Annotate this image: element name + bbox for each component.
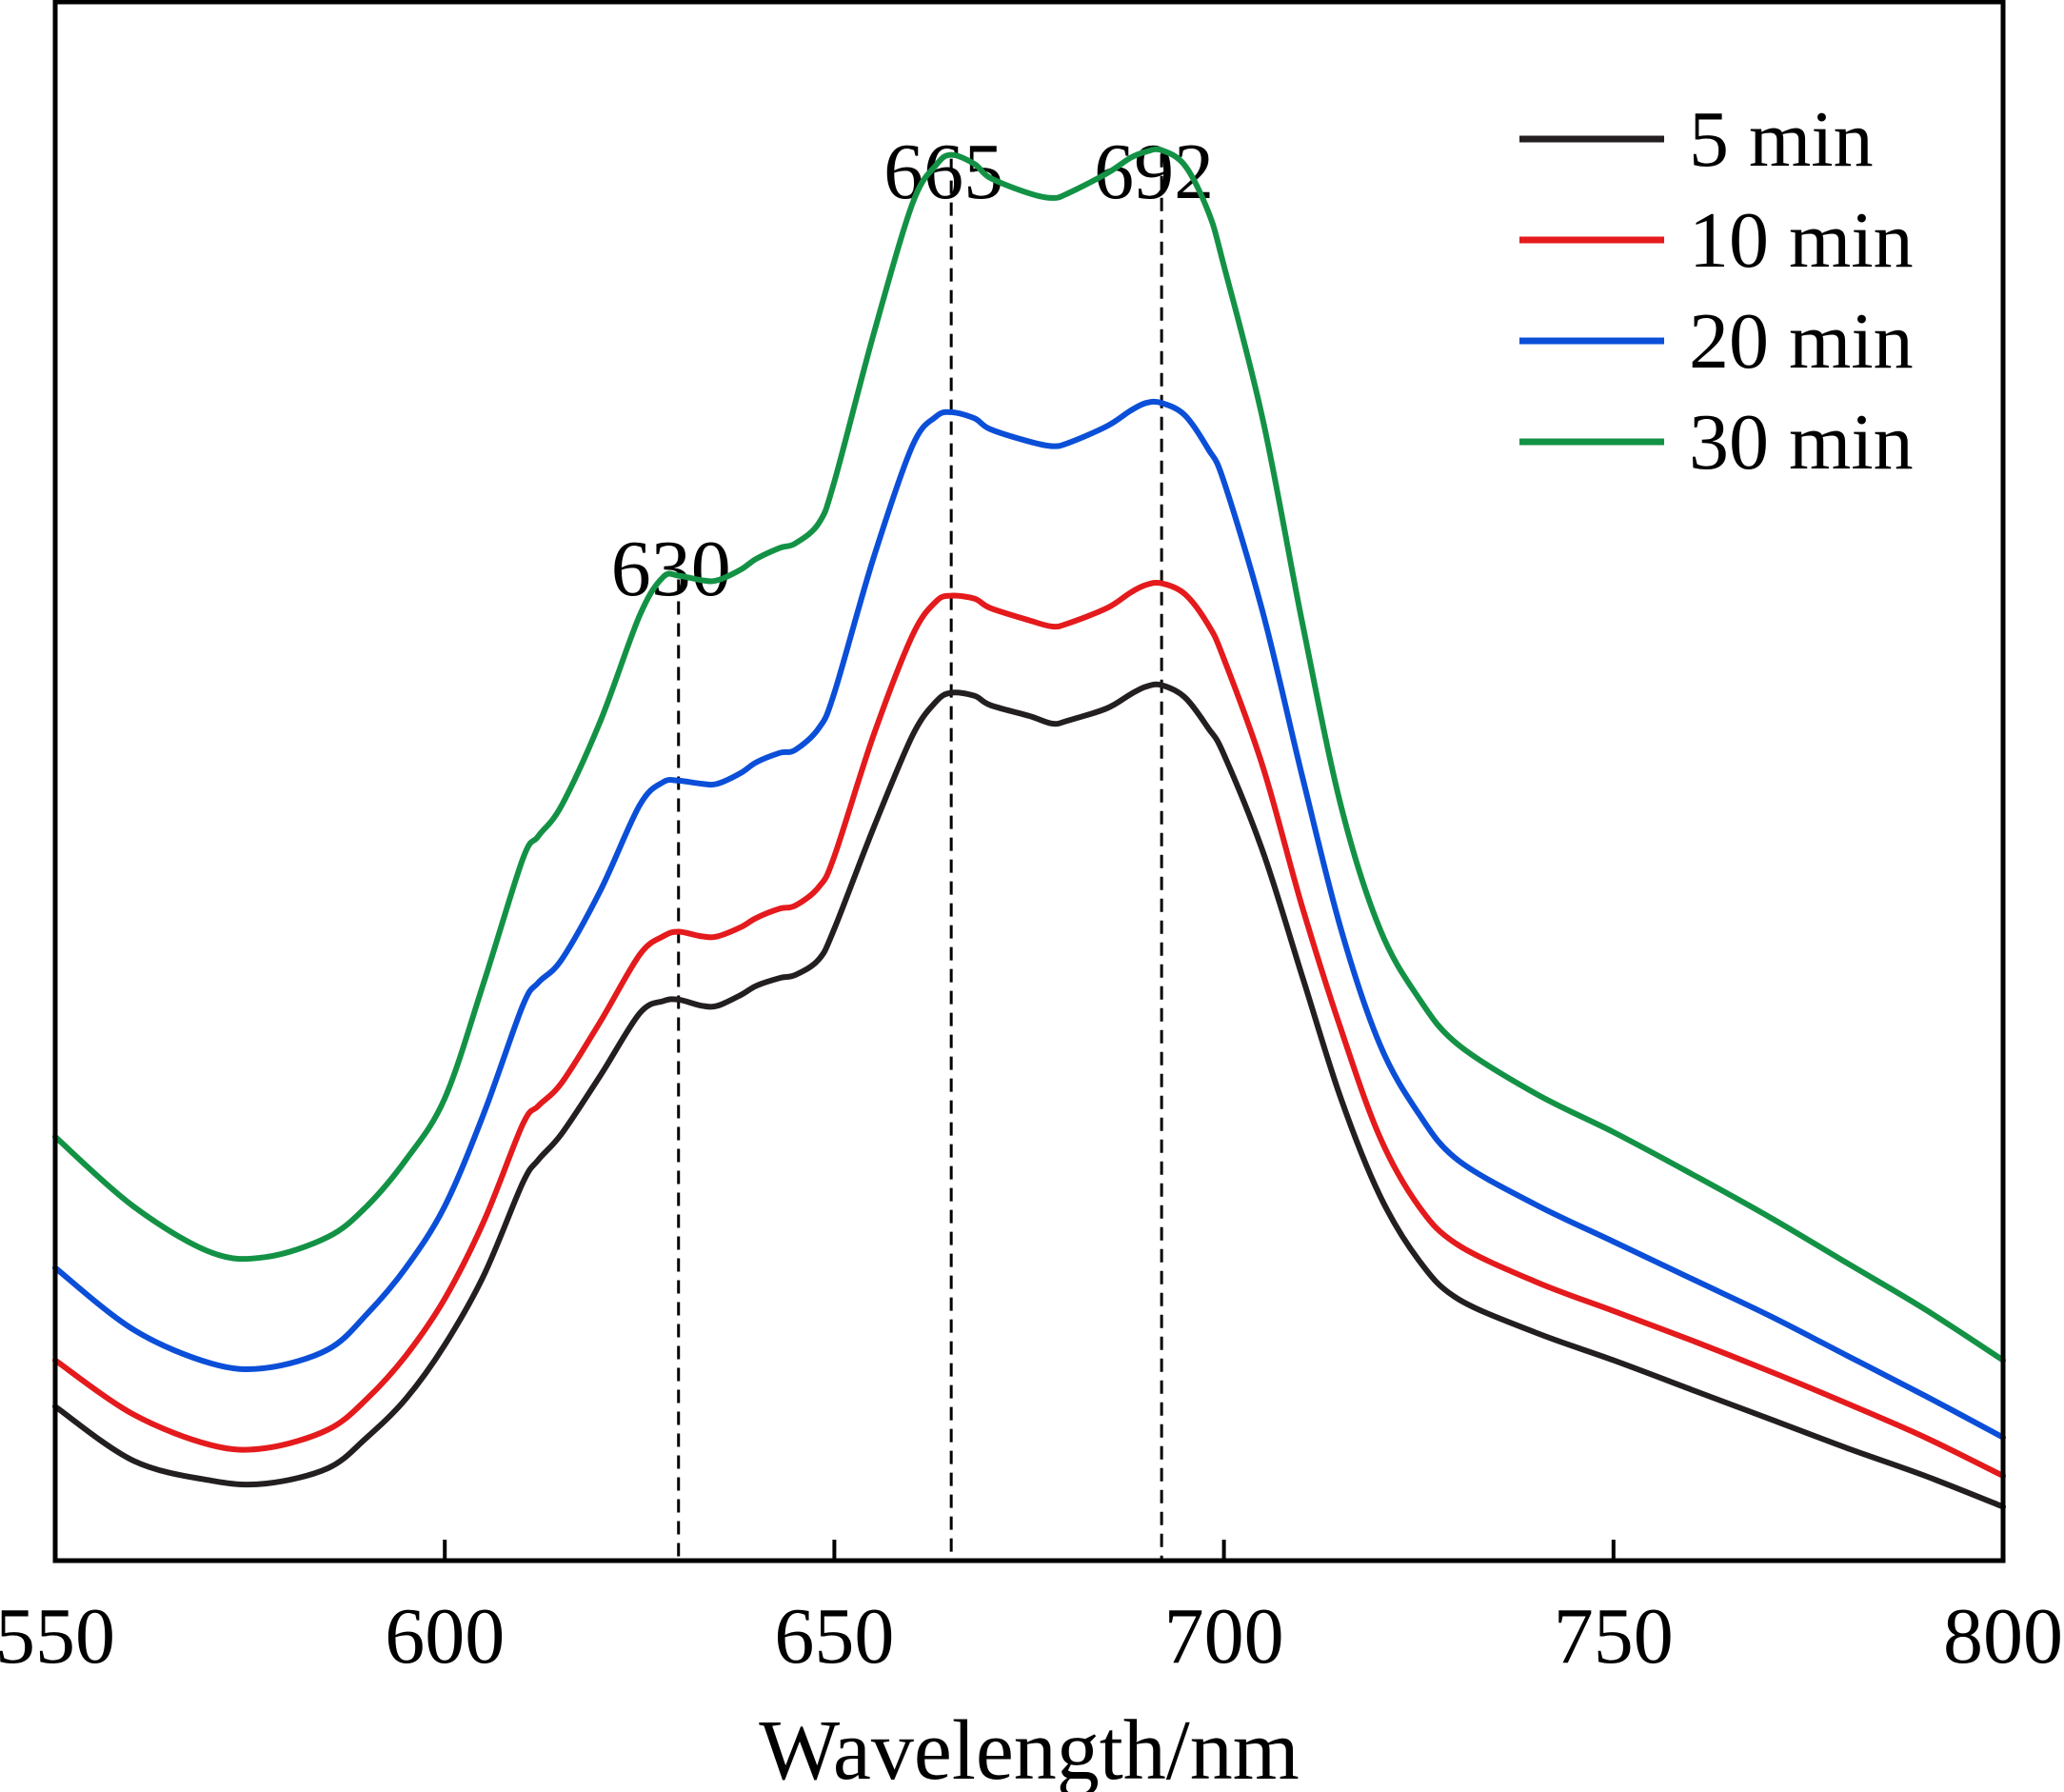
x-tick-label-650: 650 (774, 1592, 894, 1681)
legend-label-5-min: 5 min (1689, 95, 1874, 184)
x-tick-label-750: 750 (1554, 1592, 1674, 1681)
peak-label-630: 630 (611, 525, 731, 613)
legend-label-30-min: 30 min (1689, 398, 1914, 487)
series-line-30-min (52, 146, 2006, 1364)
legend-label-10-min: 10 min (1689, 196, 1914, 285)
plot-frame (52, 0, 2006, 1563)
series-line-5-min (52, 681, 2006, 1510)
x-tick-label-700: 700 (1164, 1592, 1284, 1681)
x-axis-title: Wavelength/nm (759, 1703, 1300, 1792)
x-tick-label-550: 550 (0, 1592, 115, 1681)
legend-label-20-min: 20 min (1689, 297, 1914, 386)
x-axis: 550 600 650 700 750 800 (0, 1540, 2063, 1681)
series-line-20-min (52, 398, 2006, 1441)
x-tick-label-600: 600 (385, 1592, 505, 1681)
legend: 5 min 10 min 20 min 30 min (1519, 95, 1914, 487)
x-tick-label-800: 800 (1943, 1592, 2063, 1681)
series-line-10-min (52, 579, 2006, 1479)
